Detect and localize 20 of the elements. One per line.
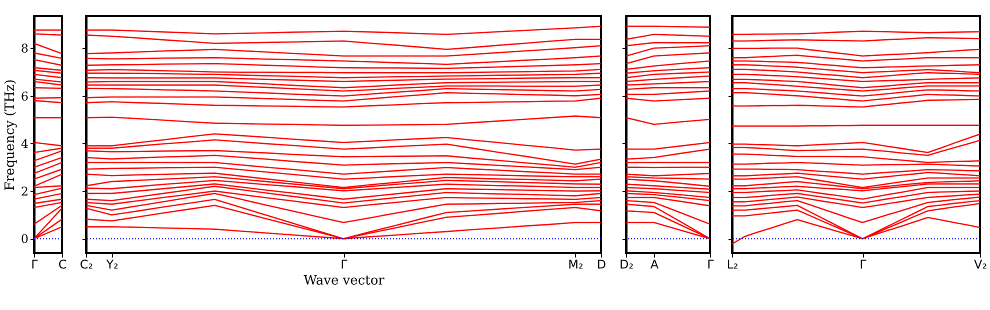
x-tick-label: D₂ <box>619 258 634 272</box>
x-tick-label: A <box>650 258 660 272</box>
x-tick-label: Γ <box>860 258 867 272</box>
y-tick-label: 6 <box>20 89 28 104</box>
x-tick-label: Γ <box>707 258 714 272</box>
x-tick-label: C₂ <box>80 258 94 272</box>
y-tick-label: 0 <box>20 232 28 246</box>
y-axis-title: Frequency (THz) <box>2 79 18 191</box>
y-tick-label: 2 <box>20 184 28 199</box>
y-tick-label: 8 <box>20 42 28 56</box>
x-tick-label: M₂ <box>568 258 584 272</box>
x-tick-label: V₂ <box>974 258 988 272</box>
x-tick-label: D <box>596 258 606 272</box>
x-tick-label: Γ <box>31 258 38 272</box>
y-tick-label: 4 <box>20 136 29 151</box>
x-axis-title: Wave vector <box>304 274 386 288</box>
x-tick-label: L₂ <box>726 258 738 272</box>
x-tick-label: Γ <box>340 258 348 272</box>
x-tick-label: C <box>58 258 67 272</box>
x-tick-label: Y₂ <box>105 258 119 272</box>
